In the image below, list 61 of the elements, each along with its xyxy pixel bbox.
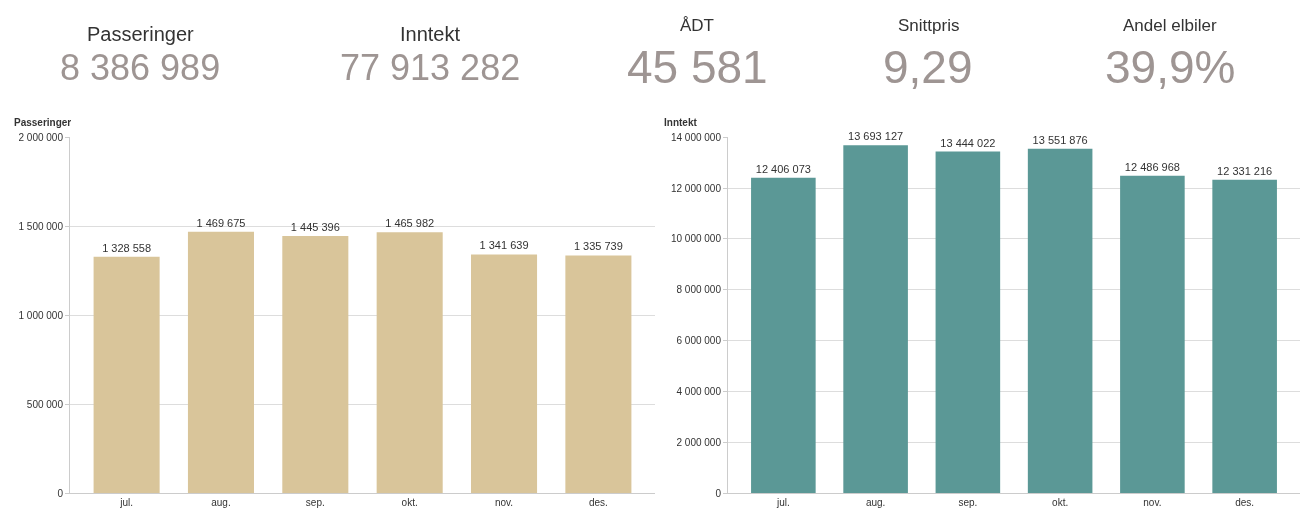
x-tick-label: nov. bbox=[1143, 497, 1162, 508]
text: Andel elbiler bbox=[1123, 16, 1217, 35]
bar bbox=[187, 231, 254, 493]
text: 8 386 989 bbox=[60, 47, 221, 88]
text: Passeringer bbox=[87, 23, 195, 45]
x-tick-label: jul. bbox=[119, 497, 134, 508]
data-label: 12 331 216 bbox=[1217, 164, 1273, 177]
data-label: 12 486 968 bbox=[1124, 160, 1180, 173]
bar bbox=[1120, 175, 1185, 493]
bar bbox=[471, 254, 538, 493]
y-tick-label: 1 500 000 bbox=[18, 220, 64, 232]
bar bbox=[751, 177, 816, 493]
y-tick-label: 10 000 000 bbox=[670, 233, 722, 245]
bar bbox=[282, 235, 349, 493]
bar bbox=[565, 255, 632, 493]
data-label: 13 444 022 bbox=[940, 136, 996, 149]
text: Inntekt bbox=[400, 23, 461, 45]
bar bbox=[1027, 148, 1093, 493]
text: ÅDT bbox=[680, 16, 714, 35]
y-tick-label: 12 000 000 bbox=[670, 182, 722, 194]
y-tick-label: 4 000 000 bbox=[676, 385, 722, 397]
y-tick-label: 500 000 bbox=[26, 398, 64, 410]
x-tick-label: jul. bbox=[775, 497, 790, 508]
text: 9,29 bbox=[883, 41, 973, 93]
data-label: 13 693 127 bbox=[848, 130, 904, 143]
data-label: 1 328 558 bbox=[102, 241, 152, 254]
y-tick-label: 2 000 000 bbox=[18, 131, 64, 143]
data-label: 1 335 739 bbox=[573, 240, 623, 253]
y-tick-label: 14 000 000 bbox=[670, 131, 722, 143]
bar bbox=[935, 151, 1001, 493]
x-tick-label: aug. bbox=[211, 497, 231, 508]
y-tick-label: 8 000 000 bbox=[676, 284, 722, 296]
chart-title: Passeringer bbox=[14, 117, 72, 128]
x-tick-label: aug. bbox=[865, 497, 886, 508]
x-tick-label: okt. bbox=[1052, 497, 1069, 508]
data-label: 1 445 396 bbox=[290, 220, 340, 233]
x-tick-label: okt. bbox=[401, 497, 418, 508]
data-label: 12 406 073 bbox=[755, 162, 811, 175]
text: 77 913 282 bbox=[340, 47, 521, 88]
y-tick-label: 0 bbox=[57, 487, 64, 499]
bar bbox=[1212, 179, 1277, 493]
chart-title: Inntekt bbox=[664, 117, 698, 128]
data-label: 1 469 675 bbox=[196, 216, 246, 229]
y-tick-label: 2 000 000 bbox=[676, 436, 722, 448]
bar bbox=[376, 232, 443, 493]
x-tick-label: sep. bbox=[958, 497, 978, 508]
text: 45 581 bbox=[627, 41, 768, 93]
x-tick-label: nov. bbox=[494, 497, 514, 508]
y-tick-label: 0 bbox=[715, 487, 722, 499]
data-label: 13 551 876 bbox=[1032, 133, 1088, 146]
y-tick-label: 6 000 000 bbox=[676, 335, 722, 347]
x-tick-label: des. bbox=[1235, 497, 1255, 508]
text: 39,9% bbox=[1105, 41, 1236, 93]
x-tick-label: sep. bbox=[305, 497, 325, 508]
data-label: 1 465 982 bbox=[385, 217, 435, 230]
bar bbox=[93, 256, 160, 493]
x-tick-label: des. bbox=[588, 497, 608, 508]
bar bbox=[843, 145, 908, 493]
text: Snittpris bbox=[898, 16, 960, 35]
y-tick-label: 1 000 000 bbox=[18, 309, 64, 321]
data-label: 1 341 639 bbox=[479, 239, 529, 252]
